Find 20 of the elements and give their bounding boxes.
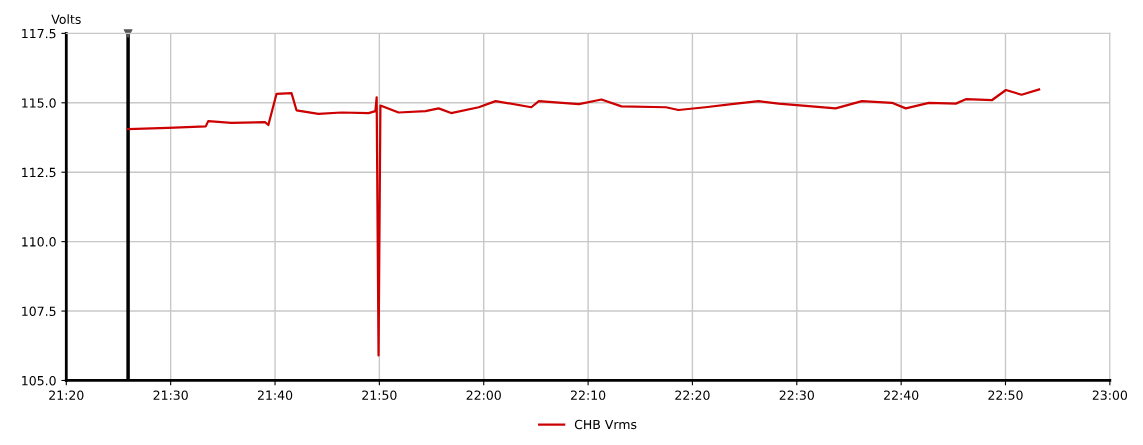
y-tick-label: 107.5 — [22, 306, 56, 316]
y-tick-label: 117.5 — [22, 29, 56, 39]
x-tick-label: 21:40 — [257, 390, 293, 400]
y-tick-label: 110.0 — [22, 237, 56, 247]
x-tick-label: 21:50 — [362, 390, 397, 400]
x-tick-label: 22:20 — [675, 390, 710, 400]
x-tick-label: 21:30 — [153, 390, 188, 400]
x-tick-label: 22:50 — [988, 390, 1023, 400]
x-tick-label: 22:30 — [779, 390, 814, 400]
y-axis-title: Volts — [51, 14, 81, 25]
y-tick-label: 105.0 — [22, 375, 56, 386]
line-series — [126, 88, 1041, 357]
x-tick-label: 21:20 — [49, 390, 84, 400]
x-tick-label: 22:40 — [884, 390, 919, 400]
legend-label: CHB Vrms — [574, 419, 637, 430]
x-tick-label: 22:10 — [571, 390, 606, 400]
y-tick-label: 112.5 — [22, 167, 56, 178]
x-tick-label: 22:00 — [466, 390, 501, 400]
x-tick-label: 23:00 — [1092, 390, 1128, 400]
y-tick-label: 115.0 — [22, 98, 56, 108]
